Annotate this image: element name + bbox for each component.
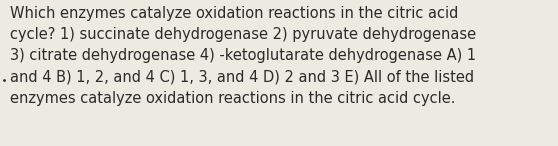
Text: Which enzymes catalyze oxidation reactions in the citric acid
cycle? 1) succinat: Which enzymes catalyze oxidation reactio… [10, 6, 476, 106]
